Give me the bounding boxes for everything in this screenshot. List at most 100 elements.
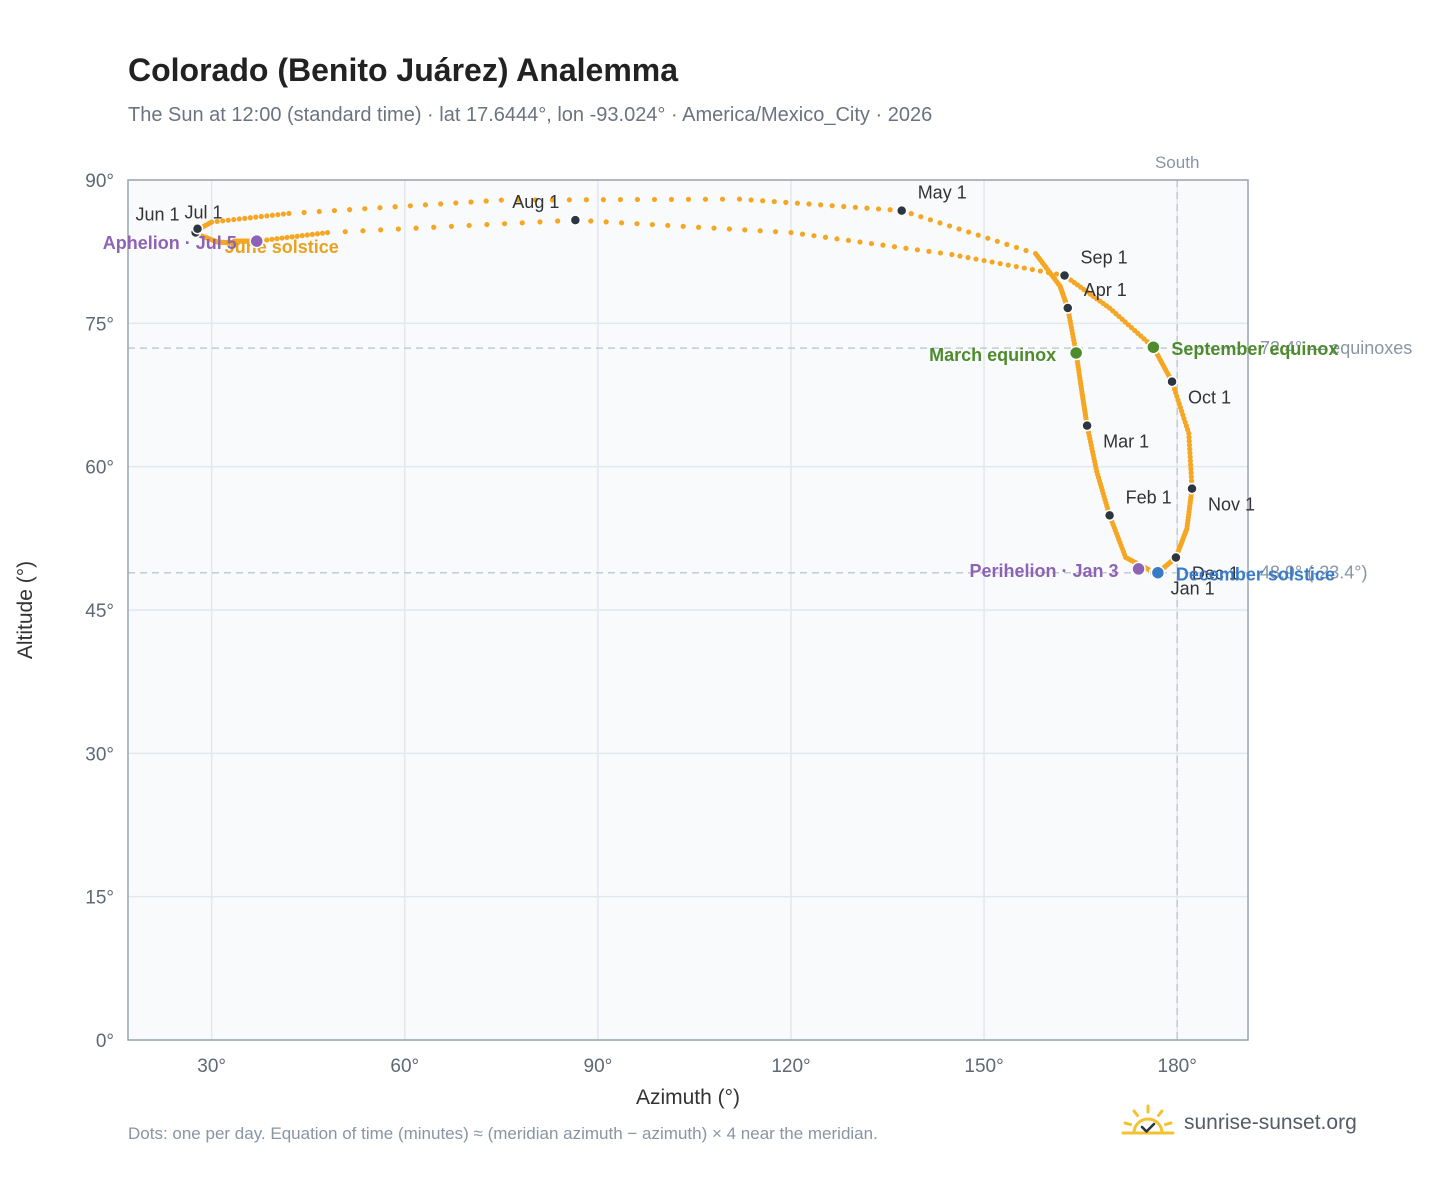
- daily-dot: [453, 200, 459, 206]
- month-marker: [1103, 509, 1116, 522]
- daily-dot: [1053, 271, 1060, 277]
- daily-dot: [1188, 474, 1194, 480]
- x-tick-label: 90°: [584, 1056, 613, 1077]
- daily-dot: [973, 256, 979, 262]
- event-label: December solstice: [1176, 565, 1335, 585]
- reference-line-label: 48.9° (-23.4°): [1260, 563, 1367, 583]
- daily-dot: [668, 196, 675, 202]
- daily-dot: [719, 196, 726, 202]
- y-tick-label: 30°: [85, 744, 114, 765]
- month-marker: [569, 214, 582, 226]
- daily-dot: [711, 225, 717, 231]
- daily-dot: [1186, 430, 1192, 436]
- month-marker: [1062, 302, 1074, 314]
- daily-dot: [549, 197, 555, 203]
- x-axis-label: Azimuth (°): [636, 1086, 740, 1109]
- daily-dot: [845, 237, 852, 244]
- daily-dot: [989, 259, 995, 265]
- daily-dot: [742, 227, 748, 233]
- daily-dot: [324, 229, 331, 236]
- daily-dot: [985, 235, 991, 241]
- daily-dot: [214, 218, 220, 225]
- event-label: Perihelion · Jan 3: [970, 561, 1119, 581]
- daily-dot: [997, 260, 1003, 267]
- daily-dot: [304, 232, 310, 238]
- month-marker: [1166, 375, 1178, 388]
- daily-dot: [680, 223, 686, 229]
- sun-check-logo-icon: [1121, 1104, 1175, 1135]
- daily-dot: [760, 198, 766, 204]
- daily-dot: [583, 197, 589, 203]
- daily-dot: [1188, 470, 1194, 476]
- month-label: Dec 1: [1192, 563, 1239, 583]
- daily-dot: [501, 221, 508, 227]
- daily-dot: [1188, 478, 1195, 484]
- daily-dot: [286, 210, 292, 217]
- daily-dot: [242, 215, 248, 221]
- meridian-label: South: [1155, 153, 1199, 172]
- daily-dot: [736, 196, 743, 202]
- y-tick-label: 75°: [85, 314, 114, 335]
- daily-dot: [377, 205, 383, 211]
- daily-dot: [413, 225, 419, 231]
- month-label: May 1: [918, 183, 967, 203]
- daily-dot: [466, 222, 472, 229]
- month-label: Nov 1: [1208, 495, 1255, 515]
- daily-dot: [1032, 250, 1039, 257]
- daily-dot: [887, 207, 893, 213]
- daily-dot: [316, 208, 322, 215]
- daily-dot: [649, 221, 655, 228]
- daily-dot: [748, 197, 754, 203]
- x-tick-label: 120°: [771, 1056, 810, 1077]
- reference-line-label: 72.4° — equinoxes: [1260, 338, 1412, 358]
- event-label: September equinox: [1171, 339, 1338, 359]
- daily-dot: [1004, 241, 1010, 247]
- daily-dot: [965, 254, 971, 261]
- daily-dot: [280, 211, 287, 217]
- daily-dot: [908, 211, 914, 217]
- daily-dot: [231, 216, 237, 223]
- daily-dot: [994, 238, 1000, 244]
- daily-dot: [483, 198, 489, 204]
- daily-dot: [1021, 265, 1027, 271]
- daily-dot: [806, 201, 812, 207]
- month-marker: [1081, 419, 1093, 432]
- daily-dot: [1186, 442, 1193, 448]
- daily-dot: [937, 250, 944, 256]
- chart-subtitle: The Sun at 12:00 (standard time) · lat 1…: [128, 104, 933, 126]
- daily-dot: [822, 234, 829, 240]
- daily-dot: [783, 199, 789, 205]
- daily-dot: [981, 257, 987, 264]
- daily-dot: [342, 229, 348, 235]
- daily-dot: [1188, 462, 1194, 468]
- daily-dot: [269, 236, 275, 242]
- daily-dot: [603, 219, 609, 225]
- x-tick-label: 60°: [390, 1056, 419, 1077]
- footnote: Dots: one per day. Equation of time (min…: [128, 1124, 878, 1143]
- x-tick-label: 180°: [1158, 1056, 1197, 1077]
- x-tick-label: 30°: [197, 1056, 226, 1077]
- daily-dot: [331, 207, 338, 214]
- daily-dot: [1187, 450, 1193, 456]
- month-label: Apr 1: [1084, 280, 1127, 300]
- daily-dot: [875, 206, 882, 212]
- daily-dot: [771, 198, 777, 205]
- daily-dot: [651, 196, 658, 203]
- event-marker: [1068, 345, 1084, 361]
- daily-dot: [841, 203, 847, 210]
- daily-dot: [532, 197, 538, 203]
- daily-dot: [555, 218, 561, 224]
- daily-dot: [284, 234, 290, 241]
- daily-dot: [1005, 262, 1011, 268]
- y-tick-label: 90°: [85, 171, 114, 192]
- daily-dot: [946, 223, 953, 229]
- daily-dot: [309, 231, 315, 237]
- daily-dot: [448, 223, 455, 229]
- brand[interactable]: sunrise-sunset.org: [1120, 1100, 1357, 1146]
- x-tick-label: 150°: [964, 1056, 1003, 1077]
- event-marker: [1150, 565, 1166, 580]
- daily-dot: [864, 205, 870, 211]
- daily-dot: [347, 207, 353, 213]
- daily-dot: [537, 219, 543, 225]
- daily-dot: [695, 224, 702, 230]
